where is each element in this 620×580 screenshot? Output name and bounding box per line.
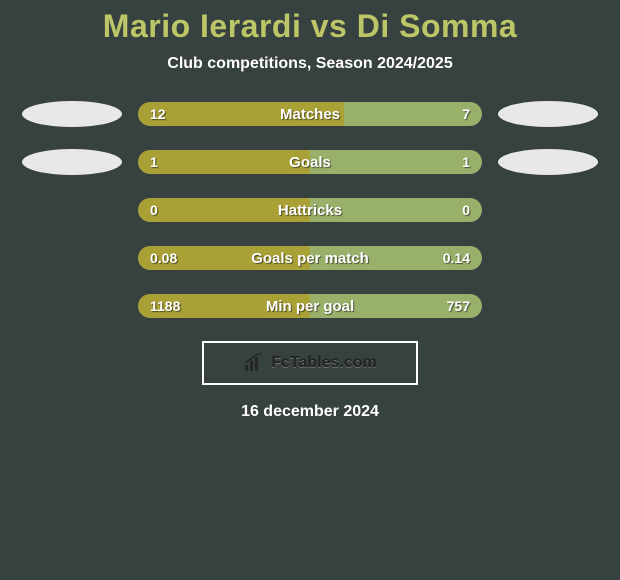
- stat-rows: 127Matches11Goals00Hattricks0.080.14Goal…: [0, 101, 620, 319]
- page-title: Mario Ierardi vs Di Somma: [0, 8, 620, 45]
- stat-value-right: 7: [450, 102, 482, 126]
- stat-value-right: 757: [435, 294, 482, 318]
- stat-value-right: 1: [450, 150, 482, 174]
- stat-row: 127Matches: [0, 101, 620, 127]
- stat-bar: 11Goals: [138, 150, 482, 174]
- player-oval-left: [22, 101, 122, 127]
- brand-text: FcTables.com: [271, 354, 377, 372]
- player-oval-right: [498, 149, 598, 175]
- chart-icon: [243, 353, 265, 373]
- stat-bar: 1188757Min per goal: [138, 294, 482, 318]
- page-subtitle: Club competitions, Season 2024/2025: [0, 55, 620, 73]
- stat-value-left: 0.08: [138, 246, 189, 270]
- brand-box: FcTables.com: [202, 341, 418, 385]
- player-oval-left: [22, 149, 122, 175]
- stat-bar: 0.080.14Goals per match: [138, 246, 482, 270]
- stat-value-right: 0.14: [431, 246, 482, 270]
- player-oval-right: [498, 101, 598, 127]
- comparison-card: Mario Ierardi vs Di Somma Club competiti…: [0, 0, 620, 421]
- stat-row: 1188757Min per goal: [0, 293, 620, 319]
- stat-row: 00Hattricks: [0, 197, 620, 223]
- stat-row: 11Goals: [0, 149, 620, 175]
- stat-bar: 127Matches: [138, 102, 482, 126]
- stat-value-left: 1: [138, 150, 170, 174]
- stat-value-left: 12: [138, 102, 178, 126]
- date-line: 16 december 2024: [0, 403, 620, 421]
- stat-bar: 00Hattricks: [138, 198, 482, 222]
- stat-value-right: 0: [450, 198, 482, 222]
- stat-value-left: 0: [138, 198, 170, 222]
- stat-row: 0.080.14Goals per match: [0, 245, 620, 271]
- stat-value-left: 1188: [138, 294, 192, 318]
